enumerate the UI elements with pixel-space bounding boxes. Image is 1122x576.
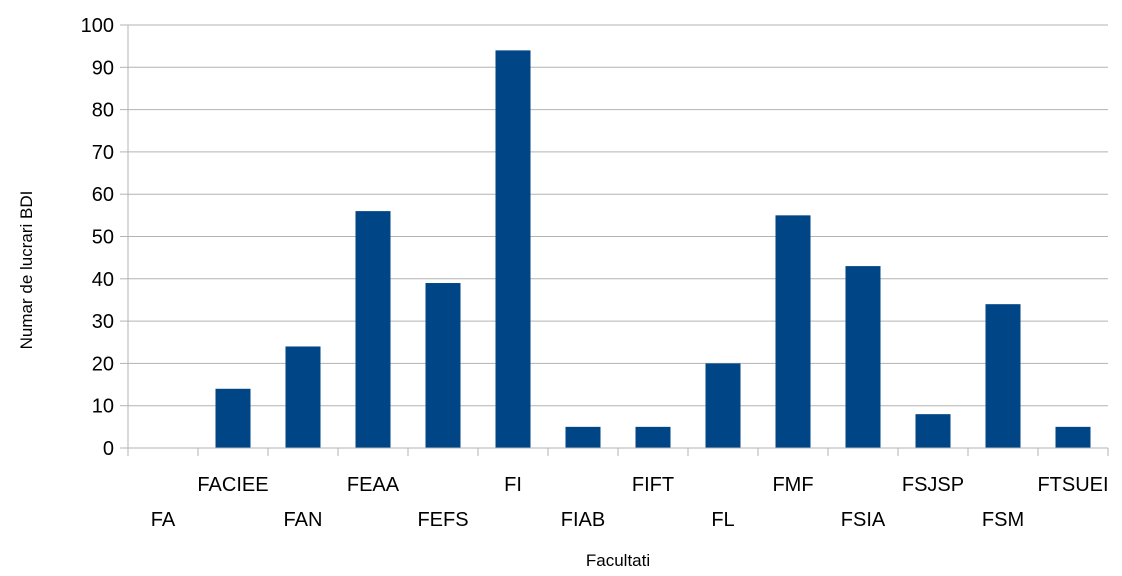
y-tick-label: 90 bbox=[92, 57, 114, 79]
x-tick-label: FIFT bbox=[632, 474, 674, 496]
bar-fi bbox=[495, 50, 531, 448]
y-tick-label: 20 bbox=[92, 353, 114, 375]
y-tick-label: 70 bbox=[92, 142, 114, 164]
x-tick-labels: FA FACIEE FAN FEAA FEFS FI FIAB FIFT FL FMF FSIA FS… bbox=[151, 474, 1109, 531]
bar-fl bbox=[705, 363, 741, 448]
y-tick-label: 0 bbox=[103, 438, 114, 460]
bar-fmf bbox=[775, 215, 811, 448]
y-tick-label: 10 bbox=[92, 396, 114, 418]
y-tick-label: 40 bbox=[92, 269, 114, 291]
x-tick-label: FSM bbox=[982, 509, 1024, 531]
bar-fefs bbox=[425, 283, 461, 448]
y-tick-label: 60 bbox=[92, 184, 114, 206]
bar-fsia bbox=[845, 266, 881, 448]
bar-fsjsp bbox=[915, 414, 951, 448]
bar-fiab bbox=[565, 426, 601, 448]
x-tick-label: FEAA bbox=[347, 474, 400, 496]
bar-faciee bbox=[215, 388, 251, 448]
x-tick-label: FEFS bbox=[417, 509, 468, 531]
y-axis-title: Numar de lucrari BDI bbox=[17, 191, 36, 350]
y-tick-labels: 0 10 20 30 40 50 60 70 80 90 100 bbox=[81, 15, 114, 460]
x-tick-label: FIAB bbox=[561, 509, 605, 531]
bar-feaa bbox=[355, 211, 391, 448]
bar-fsm bbox=[985, 304, 1021, 448]
x-axis-title: Facultati bbox=[586, 551, 650, 570]
bar-ftsuei bbox=[1055, 426, 1091, 448]
x-tick-label: FA bbox=[151, 509, 176, 531]
x-tick-label: FAN bbox=[284, 509, 323, 531]
x-tick-label: FL bbox=[711, 509, 734, 531]
bars bbox=[215, 50, 1091, 448]
bar-fift bbox=[635, 426, 671, 448]
x-tick-label: FI bbox=[504, 474, 522, 496]
y-tick-label: 50 bbox=[92, 227, 114, 249]
x-tick-label: FACIEE bbox=[197, 474, 268, 496]
x-tick-label: FSIA bbox=[841, 509, 886, 531]
gridlines bbox=[128, 24, 1108, 407]
y-tick-label: 80 bbox=[92, 100, 114, 122]
y-tick-label: 30 bbox=[92, 311, 114, 333]
axes bbox=[120, 24, 1109, 456]
x-tick-label: FSJSP bbox=[902, 474, 964, 496]
x-tick-label: FMF bbox=[772, 474, 813, 496]
y-tick-label: 100 bbox=[81, 15, 114, 37]
x-tick-label: FTSUEI bbox=[1037, 474, 1108, 496]
bar-fan bbox=[285, 346, 321, 448]
